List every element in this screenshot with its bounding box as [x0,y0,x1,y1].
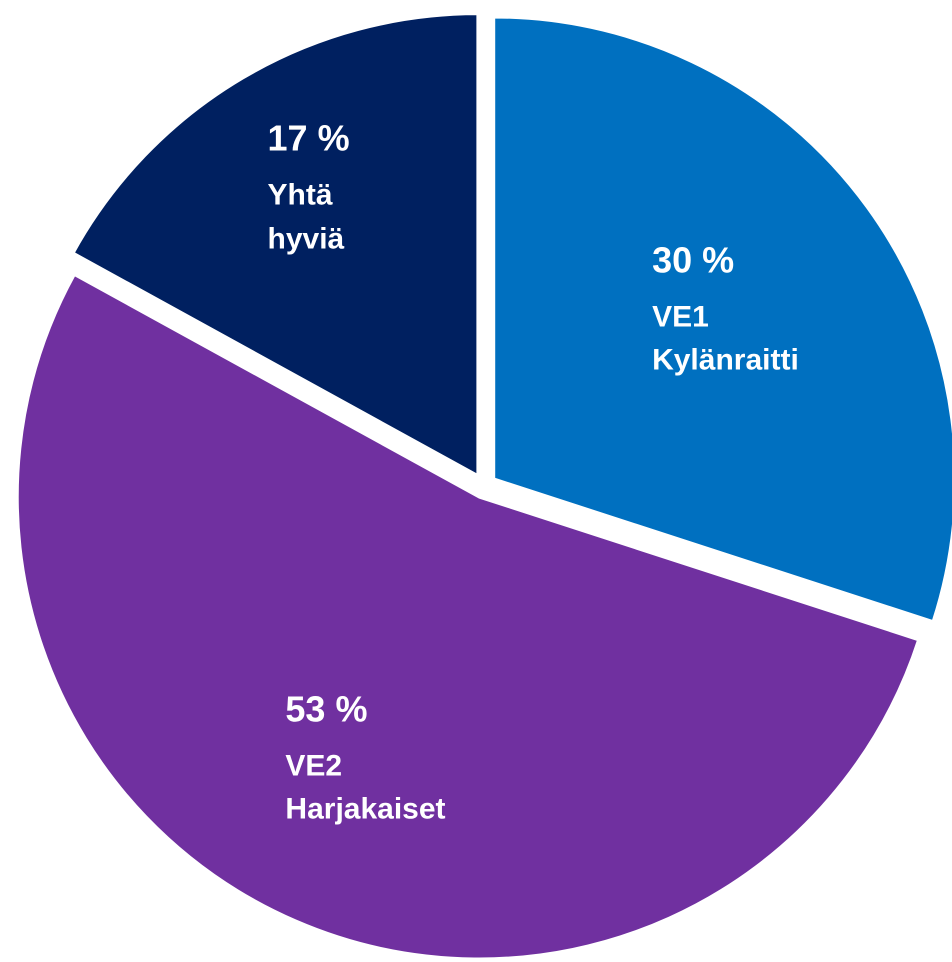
pie-slice [71,12,480,479]
slice-label: 30 % VE1 Kylänraitti [652,239,799,382]
slice-label: 17 % Yhtä hyviä [268,118,350,261]
value-label: 30 % [652,239,735,281]
value-label: 53 % [285,688,368,730]
category-label: VE2 Harjakaiset [285,749,446,826]
category-label: VE1 Kylänraitti [652,300,799,377]
category-label: Yhtä hyviä [267,178,345,256]
pie-slice [15,272,921,961]
value-label: 17 % [267,117,350,159]
pie-slice [492,15,952,624]
slice-label: 53 % VE2 Harjakaiset [285,688,445,831]
